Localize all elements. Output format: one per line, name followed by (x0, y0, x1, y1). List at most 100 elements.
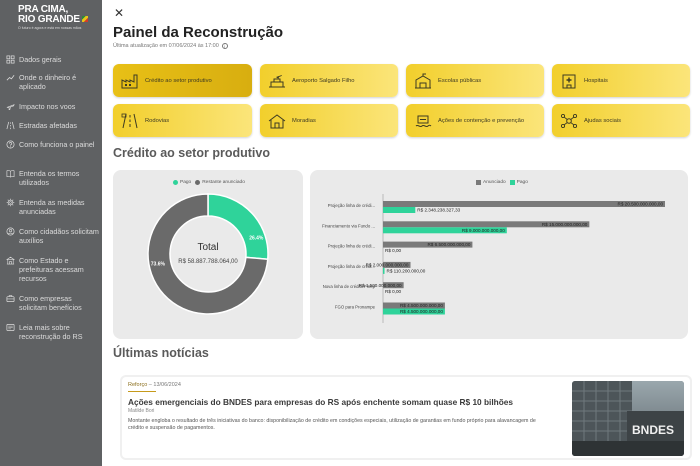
news-title[interactable]: Ações emergenciais do BNDES para empresa… (128, 397, 514, 407)
bar-value-label: R$ 2.348.238.327,33 (417, 208, 460, 213)
tile-label: Ajudas sociais (584, 117, 622, 124)
news-section-title: Últimas notícias (113, 346, 209, 360)
flag-icon (81, 16, 88, 22)
sidebar-item-label: Estradas afetadas (19, 121, 77, 130)
legend-item-anunciado[interactable]: Anunciado (476, 180, 506, 185)
news-category: Reforço (128, 382, 148, 388)
tile-rodovias[interactable]: Rodovias (113, 104, 252, 137)
close-icon[interactable]: ✕ (114, 6, 125, 20)
help-icon (6, 140, 15, 149)
donut-chart: 26.4% 73.6% Total R$ 58.887.788.064,00 (147, 193, 269, 315)
bar-value-label: R$ 9.000.000.000,00 (462, 228, 505, 233)
bar-category-label: Financiamento via Fundo ... (322, 223, 375, 228)
sidebar-item-label: Como Estado e prefeituras acessam recurs… (19, 256, 84, 283)
briefcase-icon (6, 294, 15, 303)
bar-category-label: Nova linha de crédito Finep (323, 284, 376, 289)
tile-label: Moradias (292, 117, 316, 124)
bar-value-label: R$ 0,00 (385, 248, 402, 253)
sidebar-item-label: Onde o dinheiro é aplicado (19, 73, 77, 91)
bar-anunciado[interactable] (383, 201, 665, 207)
tile-label: Aeroporto Salgado Filho (292, 77, 355, 84)
sidebar-item-empresas[interactable]: Como empresas solicitam benefícios (6, 294, 100, 312)
bar-category-label: FGO para Pronampe (335, 305, 376, 310)
house-icon (268, 113, 286, 129)
bar-pago[interactable] (383, 207, 416, 213)
sidebar-item-dados-gerais[interactable]: Dados gerais (6, 55, 100, 64)
sidebar-item-label: Como empresas solicitam benefícios (19, 294, 82, 312)
sidebar-item-label: Dados gerais (19, 55, 62, 64)
hospital-icon (560, 73, 578, 89)
bar-category-label: Projeção linha de crédi... (328, 244, 375, 249)
bar-pago[interactable] (383, 227, 507, 234)
news-author: Matilde Bori (128, 408, 155, 414)
bar-value-label: R$ 6.500.000.000,00 (427, 242, 470, 247)
bar-chart: Projeção linha de crédi... R$ 20.500.000.… (322, 194, 665, 323)
sidebar-item-label: Como cidadãos solicitam auxílios (19, 227, 99, 245)
bar-anunciado[interactable] (383, 282, 404, 289)
divider (128, 391, 156, 392)
donut-panel: Pago Restante anunciado 26.4% 73.6% Tota… (113, 170, 303, 339)
sidebar-item-impacto-voos[interactable]: Impacto nos voos (6, 102, 100, 111)
bar-anunciado[interactable] (383, 302, 445, 309)
grid-icon (6, 55, 15, 64)
tile-label: Hospitais (584, 77, 608, 84)
tile-escolas[interactable]: Escolas públicas (406, 64, 544, 97)
donut-center-label: Total (197, 242, 218, 253)
tile-label: Rodovias (145, 117, 170, 124)
brand-logo[interactable]: PRA CIMA, RIO GRANDE O futuro é agora e … (18, 5, 88, 30)
bar-value-label: R$ 1.500.000.000,00 (359, 283, 402, 288)
sidebar-item-termos[interactable]: Entenda os termos utilizados (6, 169, 100, 187)
slice-label-pago: 26.4% (249, 236, 264, 242)
sidebar-item-estradas[interactable]: Estradas afetadas (6, 121, 100, 130)
tile-ajudas[interactable]: Ajudas sociais (552, 104, 690, 137)
tile-credito[interactable]: Crédito ao setor produtivo (113, 64, 252, 97)
road-icon (6, 121, 15, 130)
bar-value-label: R$ 0,00 (385, 289, 402, 294)
sidebar-item-onde-dinheiro[interactable]: Onde o dinheiro é aplicado (6, 73, 100, 91)
bar-pago[interactable] (383, 267, 385, 274)
image-sign-text: BNDES (632, 423, 674, 437)
bar-anunciado[interactable] (383, 261, 411, 268)
sidebar-item-label: Como funciona o painel (19, 140, 95, 149)
sidebar: PRA CIMA, RIO GRANDE O futuro é agora e … (0, 0, 102, 466)
sidebar-item-medidas[interactable]: Entenda as medidas anunciadas (6, 198, 100, 216)
legend-swatch (509, 180, 515, 185)
bar-value-label: R$ 2.000.000.000,00 (366, 263, 409, 268)
prevention-icon (414, 113, 432, 129)
tile-aeroporto[interactable]: Aeroporto Salgado Filho (260, 64, 398, 97)
sidebar-item-estado-prefeituras[interactable]: Como Estado e prefeituras acessam recurs… (6, 256, 100, 283)
bar-panel: Anunciado Pago Projeção linha de crédi..… (310, 170, 688, 339)
airport-icon (268, 73, 286, 89)
donut-center-value: R$ 58.887.788.064,00 (178, 259, 238, 265)
sidebar-item-label: Leia mais sobre reconstrução do RS (19, 323, 83, 341)
sidebar-item-como-funciona[interactable]: Como funciona o painel (6, 140, 100, 149)
bar-category-label: Projeção linha de crédi... (328, 264, 375, 269)
sidebar-item-leia-mais[interactable]: Leia mais sobre reconstrução do RS (6, 323, 100, 341)
tile-label: Ações de contenção e prevenção (438, 117, 525, 124)
slice-label-restante: 73.6% (151, 261, 166, 267)
bar-pago[interactable] (383, 308, 445, 315)
news-card[interactable]: Reforço – 13/06/2024 Ações emergenciais … (120, 375, 692, 460)
tile-moradias[interactable]: Moradias (260, 104, 398, 137)
bar-anunciado[interactable] (383, 241, 473, 248)
bar-value-label: R$ 4.500.000.000,00 (400, 303, 443, 308)
info-icon[interactable]: i (221, 43, 228, 49)
legend-item-restante[interactable]: Restante anunciado (195, 180, 245, 185)
tile-contencao[interactable]: Ações de contenção e prevenção (406, 104, 544, 137)
tile-hospitais[interactable]: Hospitais (552, 64, 690, 97)
building-icon (6, 256, 15, 265)
bar-value-label: R$ 4.500.000.000,00 (400, 309, 443, 314)
news-meta: Reforço – 13/06/2024 (128, 382, 181, 388)
slice-restante[interactable] (147, 193, 269, 315)
legend-item-pago[interactable]: Pago (509, 180, 528, 185)
chart-line-icon (6, 73, 15, 82)
bar-value-label: R$ 110.200.000,00 (387, 269, 426, 274)
bar-anunciado[interactable] (383, 221, 590, 228)
bar-value-label: R$ 20.500.000.000,00 (618, 202, 664, 207)
last-updated: Última atualização em 07/06/2024 às 17:0… (113, 43, 228, 49)
news-image[interactable]: BNDES (572, 381, 684, 456)
user-icon (6, 227, 15, 236)
sidebar-item-label: Entenda os termos utilizados (19, 169, 80, 187)
sidebar-item-cidadaos[interactable]: Como cidadãos solicitam auxílios (6, 227, 100, 245)
legend-item-pago[interactable]: Pago (173, 180, 191, 185)
